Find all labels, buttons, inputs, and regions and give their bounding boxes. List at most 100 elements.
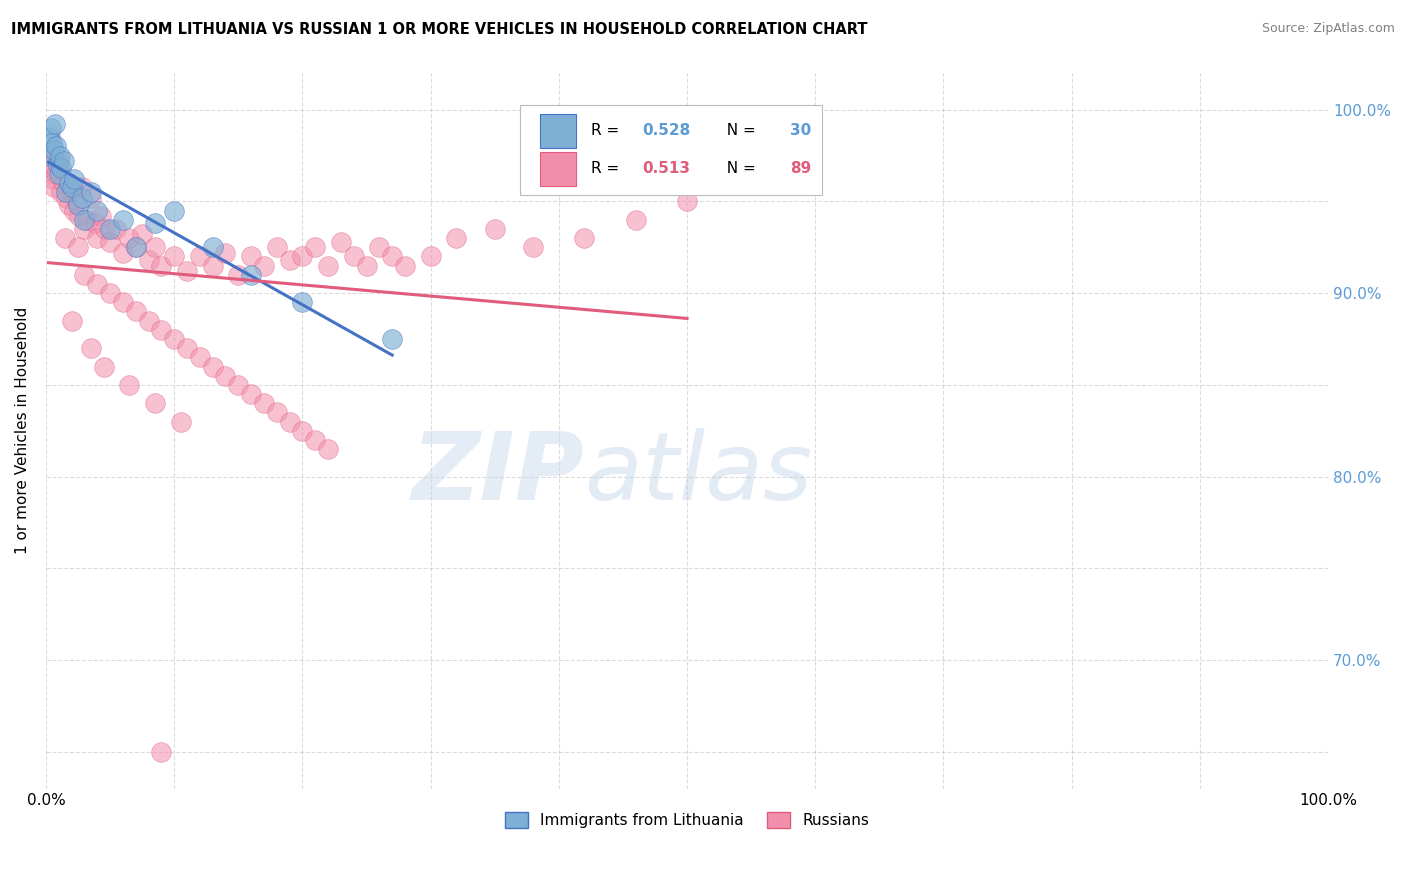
Text: R =: R = bbox=[591, 161, 624, 177]
Point bbox=[381, 332, 404, 346]
Point bbox=[90, 209, 112, 223]
Point bbox=[67, 209, 90, 223]
Point bbox=[125, 240, 148, 254]
Point bbox=[60, 186, 83, 200]
Point bbox=[51, 161, 73, 176]
Point bbox=[143, 216, 166, 230]
Point bbox=[41, 172, 63, 186]
Point bbox=[38, 148, 60, 162]
Point bbox=[44, 117, 66, 131]
Point bbox=[253, 396, 276, 410]
Point bbox=[201, 259, 224, 273]
Point bbox=[93, 359, 115, 374]
Point bbox=[291, 295, 314, 310]
Point bbox=[316, 259, 339, 273]
Point bbox=[48, 167, 70, 181]
Point bbox=[368, 240, 391, 254]
Point bbox=[51, 186, 73, 200]
Text: 30: 30 bbox=[790, 123, 811, 138]
Point bbox=[55, 191, 77, 205]
Point bbox=[98, 222, 121, 236]
Point bbox=[58, 198, 80, 212]
Point bbox=[316, 442, 339, 456]
Point bbox=[291, 250, 314, 264]
Point bbox=[111, 245, 134, 260]
Text: 89: 89 bbox=[790, 161, 811, 177]
Point bbox=[38, 148, 60, 162]
Point bbox=[118, 231, 141, 245]
Text: N =: N = bbox=[717, 161, 761, 177]
Point bbox=[55, 186, 77, 200]
Point bbox=[278, 253, 301, 268]
Text: N =: N = bbox=[717, 123, 761, 138]
Point bbox=[304, 240, 326, 254]
Point bbox=[201, 359, 224, 374]
Point bbox=[76, 212, 98, 227]
Point bbox=[42, 179, 65, 194]
Point bbox=[98, 286, 121, 301]
Point bbox=[94, 222, 117, 236]
Point bbox=[52, 154, 75, 169]
Point bbox=[105, 222, 128, 236]
Point bbox=[624, 212, 647, 227]
FancyBboxPatch shape bbox=[540, 152, 575, 186]
Point bbox=[138, 253, 160, 268]
Point bbox=[70, 191, 93, 205]
Point bbox=[169, 415, 191, 429]
Point bbox=[48, 154, 70, 169]
Point bbox=[66, 240, 89, 254]
Point bbox=[163, 203, 186, 218]
FancyBboxPatch shape bbox=[520, 105, 821, 194]
Point bbox=[39, 121, 62, 136]
Legend: Immigrants from Lithuania, Russians: Immigrants from Lithuania, Russians bbox=[499, 806, 875, 835]
Text: 0.528: 0.528 bbox=[643, 123, 690, 138]
Point bbox=[188, 351, 211, 365]
Point bbox=[484, 222, 506, 236]
Point bbox=[329, 235, 352, 249]
Point bbox=[52, 176, 75, 190]
Point bbox=[80, 341, 103, 355]
Point bbox=[143, 240, 166, 254]
Point bbox=[343, 250, 366, 264]
Point bbox=[266, 240, 288, 254]
Point bbox=[125, 304, 148, 318]
Text: ZIP: ZIP bbox=[412, 427, 585, 520]
Point bbox=[125, 240, 148, 254]
Text: atlas: atlas bbox=[585, 428, 813, 519]
Point bbox=[138, 313, 160, 327]
Point bbox=[278, 415, 301, 429]
Point bbox=[143, 396, 166, 410]
Point bbox=[522, 240, 544, 254]
Point bbox=[176, 341, 198, 355]
Text: IMMIGRANTS FROM LITHUANIA VS RUSSIAN 1 OR MORE VEHICLES IN HOUSEHOLD CORRELATION: IMMIGRANTS FROM LITHUANIA VS RUSSIAN 1 O… bbox=[11, 22, 868, 37]
Point bbox=[176, 264, 198, 278]
Point bbox=[98, 235, 121, 249]
Point bbox=[150, 259, 173, 273]
Point bbox=[356, 259, 378, 273]
Point bbox=[253, 259, 276, 273]
Point bbox=[45, 167, 67, 181]
Point bbox=[63, 172, 86, 186]
Point bbox=[49, 148, 72, 162]
Point bbox=[131, 227, 153, 242]
Point bbox=[163, 332, 186, 346]
Point bbox=[574, 231, 596, 245]
Point bbox=[66, 194, 89, 209]
Point bbox=[86, 203, 108, 218]
Text: R =: R = bbox=[591, 123, 624, 138]
Point bbox=[394, 259, 416, 273]
Point bbox=[240, 268, 263, 282]
Point bbox=[381, 250, 404, 264]
Point bbox=[80, 186, 103, 200]
Point bbox=[66, 198, 89, 212]
Point bbox=[53, 231, 76, 245]
Point bbox=[63, 203, 86, 218]
Point bbox=[80, 191, 103, 205]
Text: 0.513: 0.513 bbox=[643, 161, 690, 177]
Point bbox=[83, 216, 105, 230]
Point bbox=[214, 245, 236, 260]
Point bbox=[304, 433, 326, 447]
Point bbox=[111, 295, 134, 310]
Point bbox=[60, 179, 83, 194]
Point bbox=[226, 268, 249, 282]
